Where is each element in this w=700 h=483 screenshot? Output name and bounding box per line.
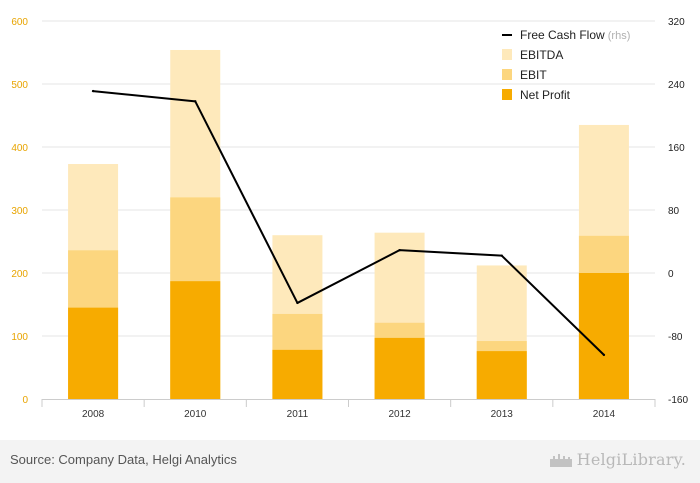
right-tick-label: 320 [668,17,685,28]
left-tick-label: 600 [11,17,28,28]
legend-label-ebit: EBIT [520,68,547,82]
brand-text: HelgiLibrary. [576,450,686,469]
bar-net-profit [476,351,527,399]
x-tick-label: 2011 [287,409,309,420]
x-tick-label: 2014 [593,409,616,420]
right-tick-label: 160 [668,143,685,154]
point-free-cash-flow [91,89,95,93]
source-text: Source: Company Data, Helgi Analytics [10,452,237,467]
bar-net-profit [374,337,425,399]
legend-label-ebitda: EBITDA [520,48,563,62]
point-free-cash-flow [398,248,401,252]
point-free-cash-flow [602,353,606,357]
axes: 0 100 200 300 400 500 600 -160 -80 0 80 160 240 320 20… [11,17,688,420]
point-free-cash-flow [194,100,197,103]
x-tick-label: 2013 [491,409,514,420]
footer: Source: Company Data, Helgi Analytics He… [0,440,700,483]
bar-net-profit [170,281,221,399]
right-tick-label: 240 [668,80,685,91]
legend-swatch-ebit [502,69,512,80]
legend-swatch-ebitda [502,49,512,60]
point-free-cash-flow [500,254,503,257]
left-tick-label: 100 [11,332,28,343]
bars [68,49,629,399]
legend-label-net-profit: Net Profit [520,88,571,102]
bar-net-profit [68,307,119,399]
legend-swatch-net-profit [502,89,512,100]
right-tick-label: 0 [668,269,674,280]
grid [42,20,655,337]
x-tick-label: 2012 [388,409,411,420]
x-tick-label: 2008 [82,409,105,420]
legend-suffix: (rhs) [605,30,631,42]
line-free-cash-flow [92,90,605,356]
legend: Free Cash Flow (rhs) EBITDA EBIT Net Profit [502,28,630,102]
right-tick-label: -80 [668,332,683,343]
bar-net-profit [578,273,629,399]
brand-logo: HelgiLibrary. [549,450,686,469]
point-free-cash-flow [296,301,299,305]
legend-label-free-cash-flow: Free Cash Flow (rhs) [520,28,630,42]
chart: 0 100 200 300 400 500 600 -160 -80 0 80 160 240 320 20… [11,17,688,420]
line-series [91,89,606,357]
x-tick-label: 2010 [184,409,207,420]
left-tick-label: 500 [11,80,28,91]
left-tick-label: 400 [11,143,28,154]
right-tick-label: 80 [668,206,680,217]
left-tick-label: 200 [11,269,28,280]
castle-icon [549,454,572,467]
bar-net-profit [272,349,323,399]
left-tick-label: 0 [22,395,28,406]
right-tick-label: -160 [668,395,688,406]
left-tick-label: 300 [11,206,28,217]
